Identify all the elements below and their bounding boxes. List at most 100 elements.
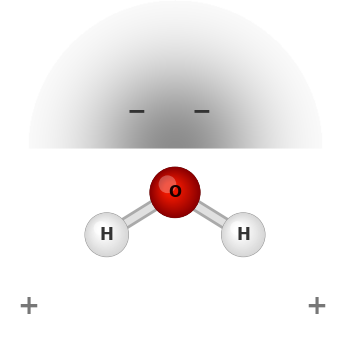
Circle shape [150, 168, 199, 217]
Circle shape [92, 219, 117, 245]
Circle shape [157, 174, 190, 208]
Circle shape [86, 214, 126, 254]
Circle shape [85, 213, 128, 257]
Circle shape [231, 222, 250, 240]
Circle shape [222, 213, 265, 257]
Circle shape [155, 172, 193, 210]
Circle shape [233, 224, 246, 236]
Text: O: O [168, 185, 182, 200]
Circle shape [155, 173, 192, 210]
Circle shape [97, 223, 110, 237]
Circle shape [229, 219, 254, 245]
Circle shape [154, 171, 195, 212]
Circle shape [159, 175, 176, 193]
Circle shape [230, 221, 251, 242]
Circle shape [224, 215, 262, 253]
Circle shape [227, 218, 256, 247]
Circle shape [231, 222, 249, 240]
Circle shape [225, 216, 259, 251]
Circle shape [86, 214, 127, 255]
Circle shape [94, 221, 114, 241]
Circle shape [92, 220, 116, 244]
Circle shape [158, 175, 188, 206]
Circle shape [161, 179, 183, 201]
Circle shape [158, 175, 188, 206]
Circle shape [153, 170, 196, 214]
Circle shape [160, 177, 185, 203]
Circle shape [150, 167, 200, 218]
Circle shape [159, 177, 186, 204]
Circle shape [91, 219, 118, 246]
Circle shape [161, 179, 183, 202]
Circle shape [152, 169, 197, 214]
Circle shape [223, 214, 263, 255]
Circle shape [157, 175, 189, 207]
Circle shape [155, 173, 192, 210]
Circle shape [154, 172, 193, 211]
Circle shape [163, 181, 179, 197]
Text: +: + [306, 294, 328, 320]
Circle shape [156, 173, 191, 209]
Circle shape [159, 177, 186, 204]
Circle shape [228, 219, 254, 246]
Circle shape [85, 213, 128, 257]
Circle shape [96, 223, 111, 238]
Circle shape [225, 217, 259, 250]
Circle shape [226, 217, 257, 248]
Circle shape [233, 223, 246, 237]
Circle shape [156, 174, 190, 208]
Circle shape [230, 221, 250, 241]
Circle shape [95, 222, 112, 240]
Circle shape [157, 175, 189, 207]
Circle shape [151, 168, 198, 216]
Circle shape [159, 176, 187, 205]
Circle shape [160, 178, 184, 202]
Circle shape [97, 224, 109, 236]
Circle shape [93, 221, 115, 242]
Circle shape [161, 179, 183, 201]
Circle shape [223, 214, 262, 254]
Circle shape [226, 217, 258, 249]
Circle shape [155, 173, 191, 209]
Circle shape [96, 223, 112, 239]
Circle shape [163, 181, 180, 198]
Circle shape [230, 220, 252, 243]
Text: H: H [236, 226, 250, 244]
Circle shape [154, 171, 194, 212]
Circle shape [228, 219, 255, 246]
Circle shape [153, 170, 195, 213]
Circle shape [90, 217, 120, 248]
Circle shape [162, 179, 182, 200]
Circle shape [162, 180, 181, 199]
Circle shape [150, 167, 200, 218]
Circle shape [156, 174, 190, 208]
Circle shape [160, 178, 184, 202]
Circle shape [85, 213, 128, 256]
Circle shape [152, 169, 197, 215]
Text: −: − [191, 99, 211, 123]
Circle shape [88, 215, 124, 252]
Circle shape [158, 176, 188, 205]
Circle shape [89, 217, 122, 250]
Circle shape [89, 216, 123, 251]
Circle shape [94, 222, 113, 240]
Text: H: H [100, 226, 114, 244]
Text: +: + [17, 294, 39, 320]
Circle shape [229, 220, 253, 244]
Circle shape [91, 219, 119, 246]
Circle shape [90, 217, 121, 249]
Circle shape [230, 221, 244, 235]
Circle shape [222, 213, 265, 257]
Circle shape [163, 181, 181, 199]
Circle shape [160, 178, 185, 203]
Circle shape [152, 169, 197, 215]
Circle shape [94, 221, 107, 235]
Circle shape [224, 216, 260, 252]
Circle shape [150, 168, 199, 216]
Circle shape [151, 168, 198, 216]
Circle shape [232, 223, 248, 239]
Circle shape [154, 172, 194, 211]
Circle shape [153, 170, 195, 213]
Circle shape [150, 167, 200, 217]
Circle shape [88, 216, 124, 252]
